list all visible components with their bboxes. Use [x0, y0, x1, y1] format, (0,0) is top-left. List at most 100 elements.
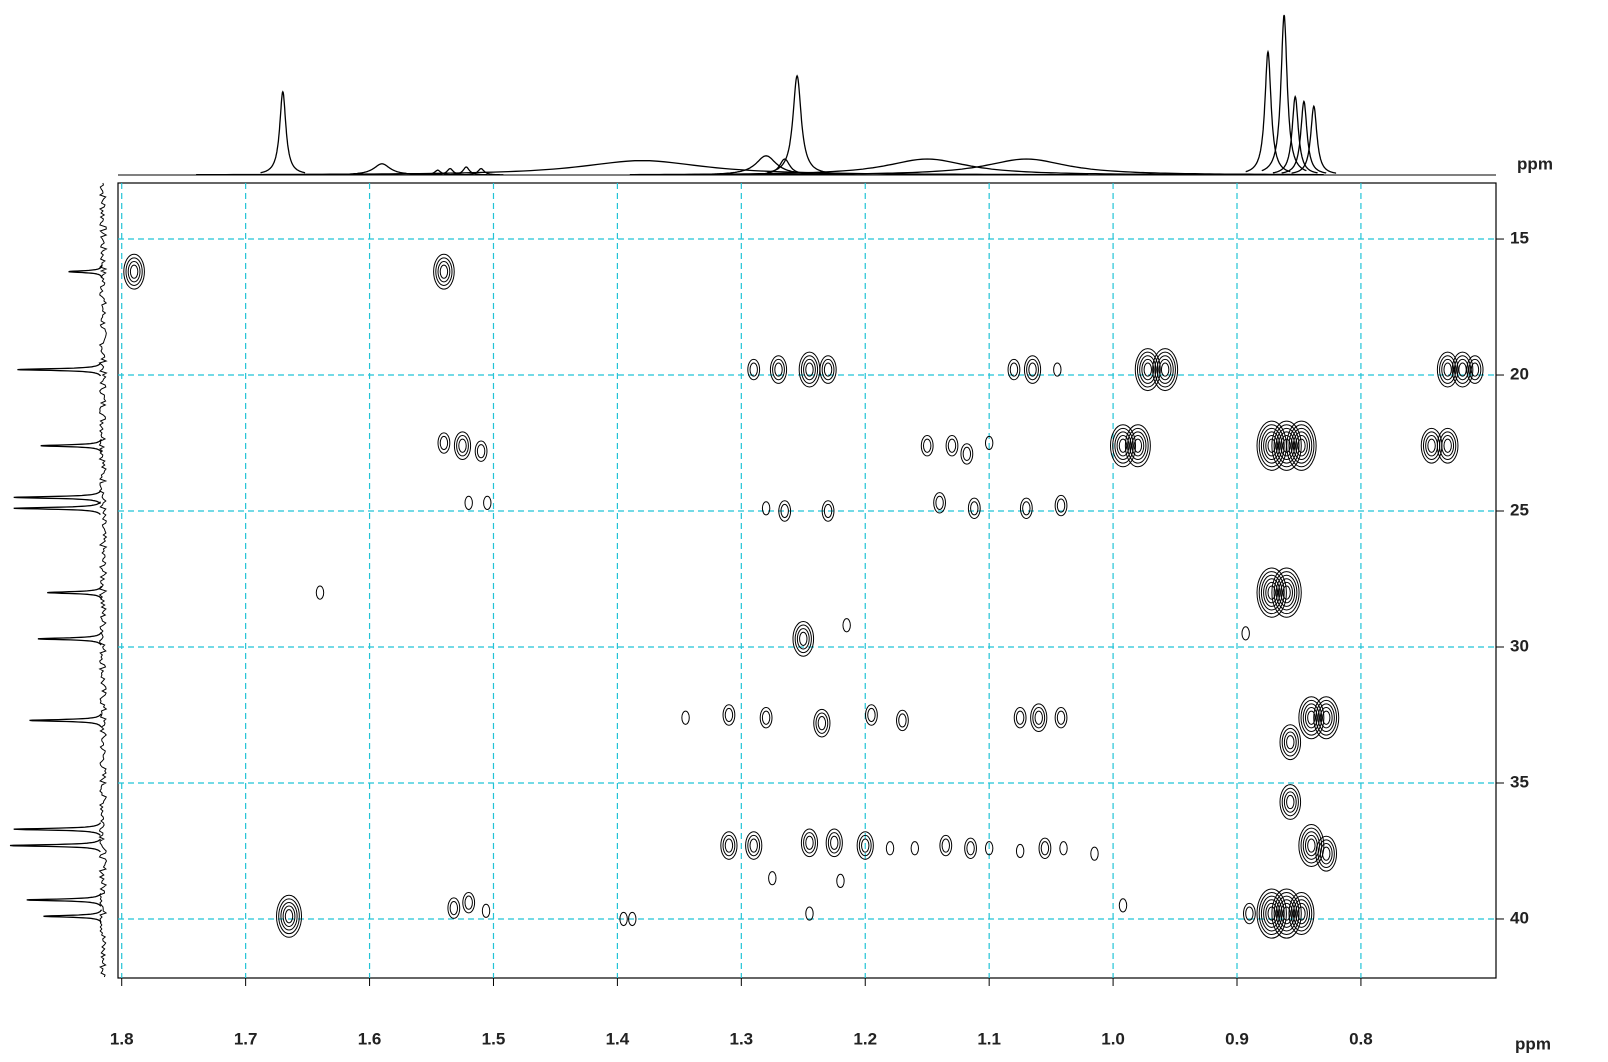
- contour-ring: [815, 712, 829, 734]
- contour-ring: [1281, 787, 1299, 817]
- contour-ring: [856, 831, 874, 860]
- contour-ring: [1034, 710, 1043, 725]
- contour-ring: [1154, 351, 1176, 388]
- contour-ring: [1158, 358, 1172, 381]
- x-tick-label: 1.7: [234, 1029, 258, 1048]
- projection-peak: [443, 166, 489, 176]
- contour-ring: [898, 713, 907, 728]
- projection-peak: [9, 838, 101, 853]
- projection-peak: [458, 167, 504, 176]
- contour-ring: [1116, 435, 1130, 457]
- contour-ring: [805, 835, 814, 850]
- projection-noise: [98, 182, 108, 978]
- contour-ring: [1136, 351, 1159, 388]
- contour-ring: [1443, 438, 1452, 453]
- contour-ring: [453, 431, 472, 461]
- projection-peak: [196, 159, 1089, 176]
- x-tick-label: 0.9: [1225, 1029, 1249, 1048]
- contour-ring: [458, 438, 467, 453]
- contour-ring: [1298, 696, 1325, 740]
- contour-ring: [800, 355, 819, 384]
- contour-ring: [1139, 355, 1157, 384]
- contour-ring: [1280, 581, 1293, 604]
- contour-ring: [1109, 424, 1136, 468]
- contour-ring: [842, 618, 851, 633]
- contour-ring: [1292, 899, 1311, 928]
- x-tick-label: 1.8: [110, 1029, 134, 1048]
- contour-ring: [1015, 843, 1025, 859]
- contour-ring: [1439, 355, 1457, 384]
- contour-ring: [1267, 585, 1276, 600]
- contour-ring: [724, 838, 734, 853]
- contour-ring: [433, 253, 455, 290]
- contour-ring: [129, 264, 139, 279]
- contour-ring: [628, 911, 637, 927]
- contour-ring: [1441, 435, 1455, 457]
- contour-ring: [945, 435, 959, 457]
- contour-ring: [722, 834, 736, 857]
- contour-ring: [805, 906, 814, 921]
- contour-ring: [825, 828, 843, 858]
- contour-ring: [1032, 707, 1046, 729]
- projection-peak: [1261, 14, 1307, 172]
- contour-ring: [1256, 888, 1287, 939]
- contour-ring: [1470, 362, 1480, 377]
- contour-ring: [747, 834, 761, 857]
- contour-ring: [1015, 710, 1025, 725]
- contour-ring: [1300, 699, 1323, 736]
- contour-ring: [1277, 431, 1296, 461]
- contour-ring: [125, 257, 143, 286]
- contour-ring: [1443, 362, 1452, 377]
- contour-ring: [1307, 710, 1316, 725]
- contour-ring: [1275, 574, 1298, 611]
- contour-ring: [1288, 892, 1315, 936]
- contour-ring: [1290, 895, 1313, 932]
- contour-ring: [749, 838, 758, 853]
- contour-ring: [803, 832, 816, 854]
- projection-peak: [767, 74, 827, 173]
- contour-ring: [1127, 427, 1149, 464]
- contour-ring: [803, 358, 816, 381]
- contour-ring: [1160, 362, 1170, 377]
- contour-ring: [1279, 784, 1302, 820]
- contour-ring: [947, 438, 957, 453]
- contour-ring: [1054, 494, 1068, 517]
- contour-ring: [439, 264, 449, 279]
- contour-ring: [1317, 703, 1335, 733]
- x-tick-label: 1.5: [482, 1029, 506, 1048]
- contour-ring: [1026, 358, 1039, 381]
- projection-peak: [728, 158, 1324, 176]
- x-tick-label: 0.8: [1349, 1029, 1373, 1048]
- contour-ring: [1114, 431, 1132, 461]
- contour-ring: [1133, 438, 1143, 453]
- contour-ring: [1009, 362, 1019, 377]
- contour-ring: [1258, 892, 1285, 936]
- contour-ring: [1275, 895, 1298, 932]
- contour-ring: [858, 834, 872, 857]
- contour-ring: [1286, 735, 1295, 750]
- contour-ring: [722, 704, 736, 726]
- contour-ring: [1288, 424, 1315, 468]
- contour-ring: [960, 443, 974, 465]
- y-tick-label: 40: [1510, 908, 1529, 927]
- contour-ring: [437, 432, 451, 454]
- contour-ring: [1271, 567, 1302, 618]
- projection-peak: [1245, 49, 1291, 173]
- contour-ring: [885, 841, 895, 856]
- contour-ring: [769, 355, 788, 384]
- contour-ring: [280, 901, 298, 931]
- contour-ring: [435, 257, 453, 286]
- contour-ring: [1260, 427, 1283, 464]
- projection-peak: [13, 501, 102, 516]
- contour-ring: [861, 838, 870, 853]
- contour-ring: [1451, 351, 1474, 388]
- contour-ring: [1275, 427, 1298, 464]
- top-axis-label: ppm: [1517, 154, 1553, 173]
- contour-ring: [1143, 362, 1152, 377]
- contour-ring: [474, 440, 488, 462]
- contour-ring: [1245, 906, 1254, 921]
- contour-ring: [1258, 424, 1285, 468]
- contour-ring: [1297, 906, 1306, 921]
- contour-ring: [1022, 501, 1031, 516]
- contour-ring: [1317, 839, 1335, 869]
